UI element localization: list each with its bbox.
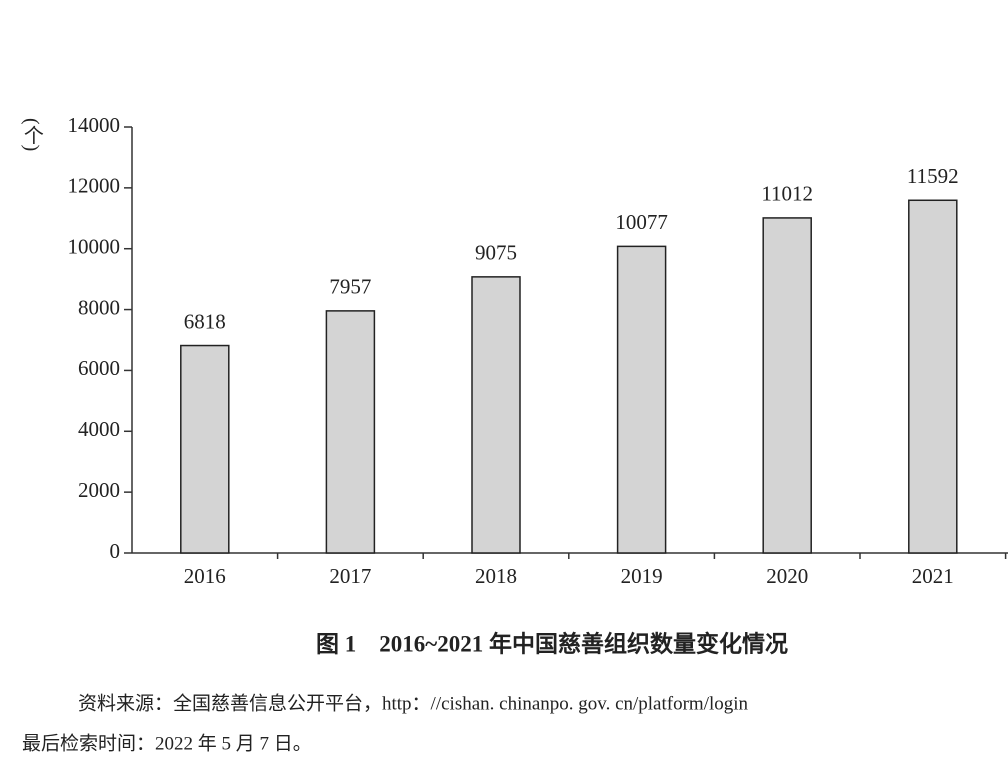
bar bbox=[908, 199, 958, 554]
value-label: 10077 bbox=[615, 210, 668, 234]
y-tick-label: 6000 bbox=[78, 356, 120, 380]
y-tick-label: 10000 bbox=[68, 235, 121, 259]
y-tick-label: 14000 bbox=[68, 113, 121, 137]
y-tick-label: 2000 bbox=[78, 478, 120, 502]
x-tick-label: 2020 bbox=[766, 564, 808, 588]
value-label: 11592 bbox=[907, 164, 959, 188]
retrieval-note: 最后检索时间：2022 年 5 月 7 日。 bbox=[22, 732, 312, 754]
source-note: 资料来源：全国慈善信息公开平台，http：//cishan. chinanpo.… bbox=[78, 692, 749, 714]
bar bbox=[471, 276, 521, 554]
y-axis-label: (个) bbox=[20, 118, 43, 151]
chart-title: 图 1 2016~2021 年中国慈善组织数量变化情况 bbox=[316, 630, 788, 656]
y-tick-label: 0 bbox=[110, 539, 121, 563]
x-tick-label: 2021 bbox=[912, 564, 954, 588]
bar bbox=[180, 344, 230, 554]
y-tick-label: 8000 bbox=[78, 295, 120, 319]
x-tick-label: 2017 bbox=[329, 564, 371, 588]
x-tick-label: 2018 bbox=[475, 564, 517, 588]
x-tick-label: 2019 bbox=[621, 564, 663, 588]
value-label: 7957 bbox=[329, 275, 371, 299]
bar bbox=[762, 217, 812, 554]
y-tick-label: 4000 bbox=[78, 417, 120, 441]
value-label: 9075 bbox=[475, 241, 517, 265]
bar bbox=[616, 245, 667, 554]
value-label: 11012 bbox=[761, 182, 813, 206]
bar bbox=[325, 310, 376, 554]
value-label: 6818 bbox=[184, 309, 226, 333]
y-tick-label: 12000 bbox=[68, 174, 121, 198]
x-tick-label: 2016 bbox=[184, 564, 226, 588]
